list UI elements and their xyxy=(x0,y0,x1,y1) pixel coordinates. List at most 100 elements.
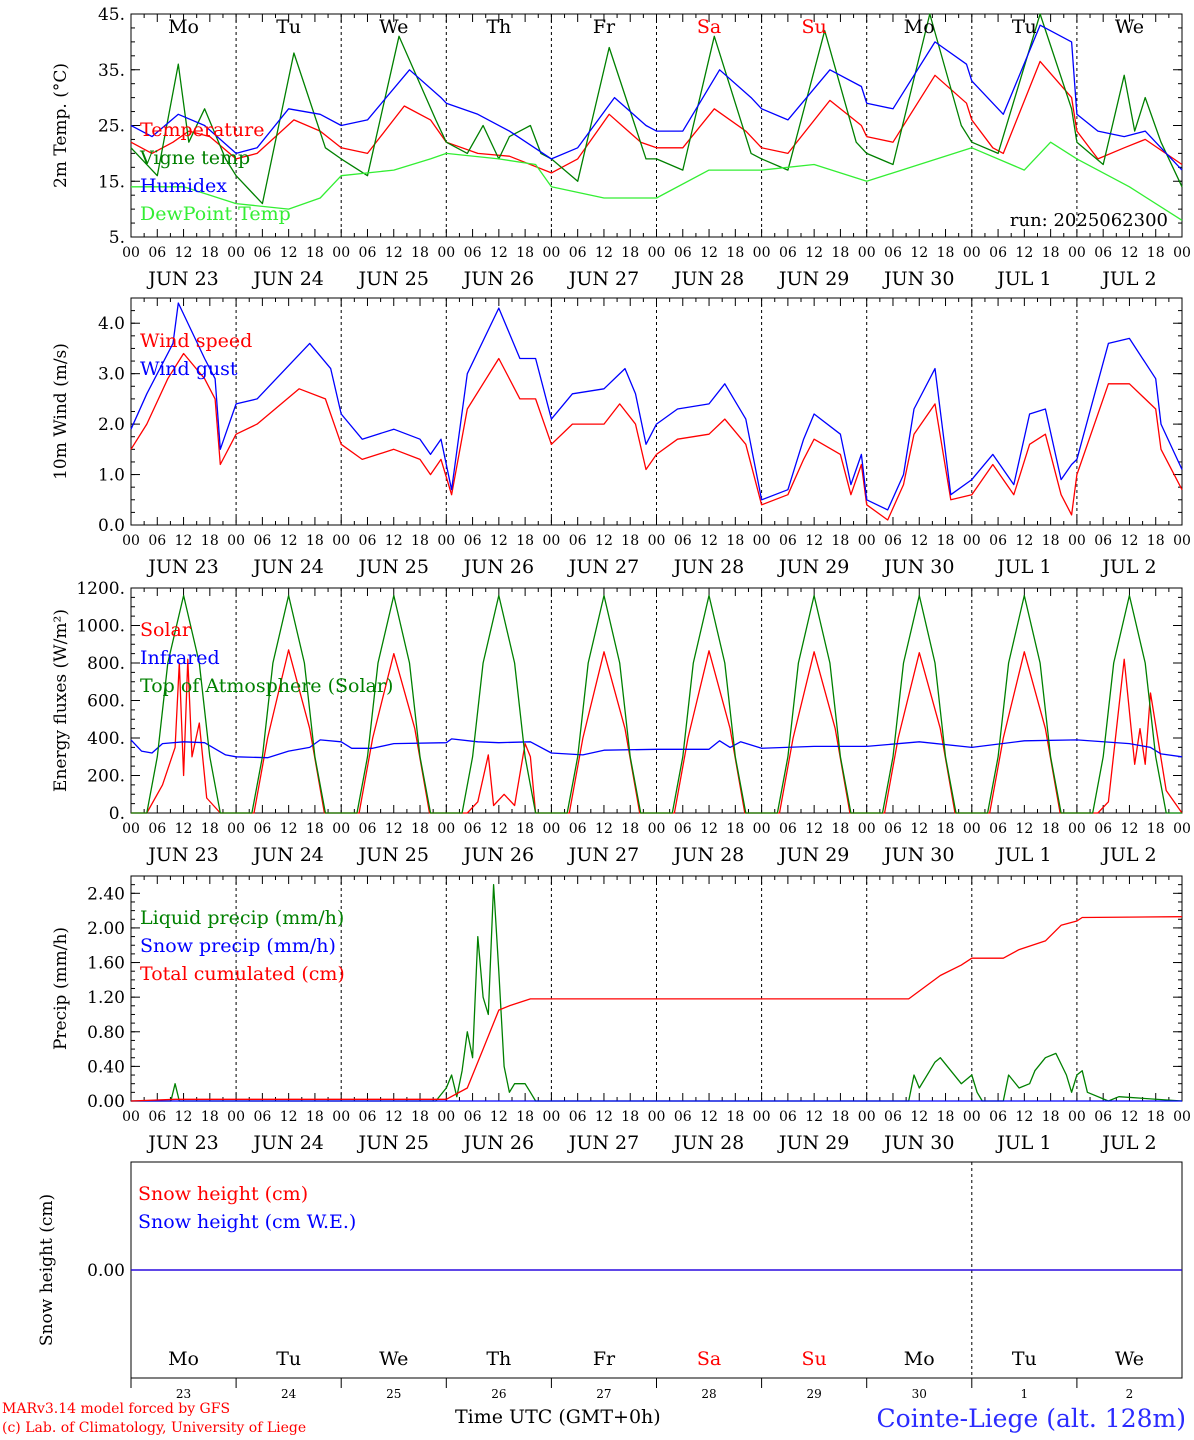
y-tick-label: 600. xyxy=(87,692,125,712)
hour-tick-label: 18 xyxy=(1042,533,1060,549)
hour-tick-label: 18 xyxy=(1042,245,1060,261)
hour-tick-label: 12 xyxy=(175,821,193,837)
series-line-solar xyxy=(131,649,1183,814)
hour-tick-label: 18 xyxy=(621,533,639,549)
hour-tick-label: 06 xyxy=(674,1109,692,1125)
hour-tick-label: 00 xyxy=(437,1109,455,1125)
hour-tick-label: 12 xyxy=(910,245,928,261)
day-number: 30 xyxy=(912,1387,927,1401)
series-line-wind-gust xyxy=(130,302,1183,511)
hour-tick-label: 00 xyxy=(858,821,876,837)
hour-tick-label: 12 xyxy=(280,821,298,837)
hour-tick-label: 18 xyxy=(621,821,639,837)
hour-tick-label: 06 xyxy=(464,1109,482,1125)
y-tick-label: 15. xyxy=(98,172,125,192)
hour-tick-label: 00 xyxy=(122,245,140,261)
hour-tick-label: 00 xyxy=(227,245,245,261)
weekday-label: Mo xyxy=(904,1348,935,1370)
hour-tick-label: 18 xyxy=(201,1109,219,1125)
hour-tick-label: 12 xyxy=(910,821,928,837)
hour-tick-label: 12 xyxy=(595,245,613,261)
hour-tick-label: 12 xyxy=(805,821,823,837)
hour-tick-label: 00 xyxy=(437,533,455,549)
hour-tick-label: 06 xyxy=(148,1109,166,1125)
legend-entry: Wind speed xyxy=(140,330,252,352)
day-label: JUL 2 xyxy=(1100,1132,1156,1154)
hour-tick-label: 06 xyxy=(148,245,166,261)
hour-tick-label: 12 xyxy=(805,533,823,549)
day-label: JUL 1 xyxy=(995,844,1051,866)
day-label: JUN 26 xyxy=(462,556,534,578)
day-label: JUN 26 xyxy=(462,268,534,290)
hour-tick-label: 00 xyxy=(858,1109,876,1125)
hour-tick-label: 12 xyxy=(1015,533,1033,549)
hour-tick-label: 00 xyxy=(963,1109,981,1125)
hour-tick-label: 12 xyxy=(700,533,718,549)
hour-tick-label: 18 xyxy=(306,245,324,261)
hour-tick-label: 06 xyxy=(253,821,271,837)
hour-tick-label: 18 xyxy=(832,245,850,261)
hour-tick-label: 06 xyxy=(884,245,902,261)
hour-tick-label: 00 xyxy=(753,533,771,549)
legend-entry: Total cumulated (cm) xyxy=(140,963,345,985)
hour-tick-label: 18 xyxy=(726,533,744,549)
y-tick-label: 5. xyxy=(109,228,125,248)
hour-tick-label: 06 xyxy=(1094,245,1112,261)
y-tick-label: 0.40 xyxy=(87,1057,125,1077)
day-label: JUN 24 xyxy=(251,844,323,866)
hour-tick-label: 00 xyxy=(1068,1109,1086,1125)
day-label: JUN 23 xyxy=(146,556,218,578)
hour-tick-label: 12 xyxy=(385,1109,403,1125)
hour-tick-label: 00 xyxy=(332,533,350,549)
hour-tick-label: 12 xyxy=(385,533,403,549)
hour-tick-label: 00 xyxy=(437,245,455,261)
legend-entry: Wind gust xyxy=(140,358,238,380)
hour-tick-label: 00 xyxy=(753,245,771,261)
y-tick-label: 0. xyxy=(109,804,125,824)
hour-tick-label: 06 xyxy=(253,533,271,549)
day-label: JUL 2 xyxy=(1100,268,1156,290)
legend-entry: DewPoint Temp xyxy=(140,203,291,225)
x-axis-title: Time UTC (GMT+0h) xyxy=(455,1406,661,1428)
day-label: JUN 28 xyxy=(672,268,744,290)
y-tick-label: 2.40 xyxy=(87,884,125,904)
day-label: JUL 1 xyxy=(995,268,1051,290)
hour-tick-label: 00 xyxy=(648,821,666,837)
day-number: 23 xyxy=(176,1387,191,1401)
hour-tick-label: 12 xyxy=(700,245,718,261)
day-label: JUN 27 xyxy=(567,1132,639,1154)
hour-tick-label: 06 xyxy=(148,533,166,549)
y-tick-label: 0.80 xyxy=(87,1023,125,1043)
hour-tick-label: 18 xyxy=(516,821,534,837)
weekday-label: Sa xyxy=(697,1348,721,1370)
hour-tick-label: 06 xyxy=(359,245,377,261)
hour-tick-label: 06 xyxy=(779,533,797,549)
day-number: 28 xyxy=(701,1387,716,1401)
day-label: JUL 2 xyxy=(1100,844,1156,866)
hour-tick-label: 06 xyxy=(884,821,902,837)
hour-tick-label: 00 xyxy=(332,1109,350,1125)
day-label: JUL 2 xyxy=(1100,556,1156,578)
panel-frame xyxy=(130,587,1183,814)
hour-tick-label: 06 xyxy=(359,1109,377,1125)
legend-entry: Solar xyxy=(140,619,192,641)
day-label: JUN 24 xyxy=(251,1132,323,1154)
y-axis-label: Energy fluxes (W/m²) xyxy=(51,609,71,792)
hour-tick-label: 18 xyxy=(516,533,534,549)
run-label: run: 2025062300 xyxy=(1010,210,1168,231)
weekday-label: We xyxy=(379,16,408,38)
hour-tick-label: 00 xyxy=(1068,245,1086,261)
hour-tick-label: 00 xyxy=(648,533,666,549)
day-label: JUN 28 xyxy=(672,1132,744,1154)
series-line-vigne-temp xyxy=(130,13,1183,205)
day-label: JUN 29 xyxy=(777,844,849,866)
hour-tick-label: 12 xyxy=(490,821,508,837)
weekday-label: Th xyxy=(486,16,511,38)
day-label: JUN 25 xyxy=(357,556,429,578)
day-label: JUN 27 xyxy=(567,268,639,290)
hour-tick-label: 12 xyxy=(595,1109,613,1125)
day-label: JUL 1 xyxy=(995,1132,1051,1154)
weekday-label: Mo xyxy=(904,16,935,38)
hour-tick-label: 06 xyxy=(253,245,271,261)
hour-tick-label: 12 xyxy=(1121,1109,1139,1125)
